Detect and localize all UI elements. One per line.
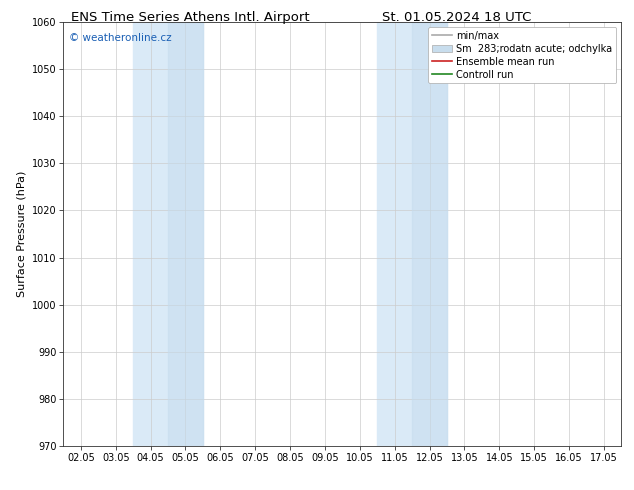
Bar (412, 22, 447, 446)
Legend: min/max, Sm  283;rodatn acute; odchylka, Ensemble mean run, Controll run: min/max, Sm 283;rodatn acute; odchylka, … (428, 27, 616, 83)
Bar (133, 22, 203, 446)
Bar (377, 22, 447, 446)
Y-axis label: Surface Pressure (hPa): Surface Pressure (hPa) (16, 171, 26, 297)
Text: St. 01.05.2024 18 UTC: St. 01.05.2024 18 UTC (382, 11, 531, 24)
Text: © weatheronline.cz: © weatheronline.cz (69, 33, 172, 43)
Text: ENS Time Series Athens Intl. Airport: ENS Time Series Athens Intl. Airport (71, 11, 309, 24)
Bar (168, 22, 203, 446)
